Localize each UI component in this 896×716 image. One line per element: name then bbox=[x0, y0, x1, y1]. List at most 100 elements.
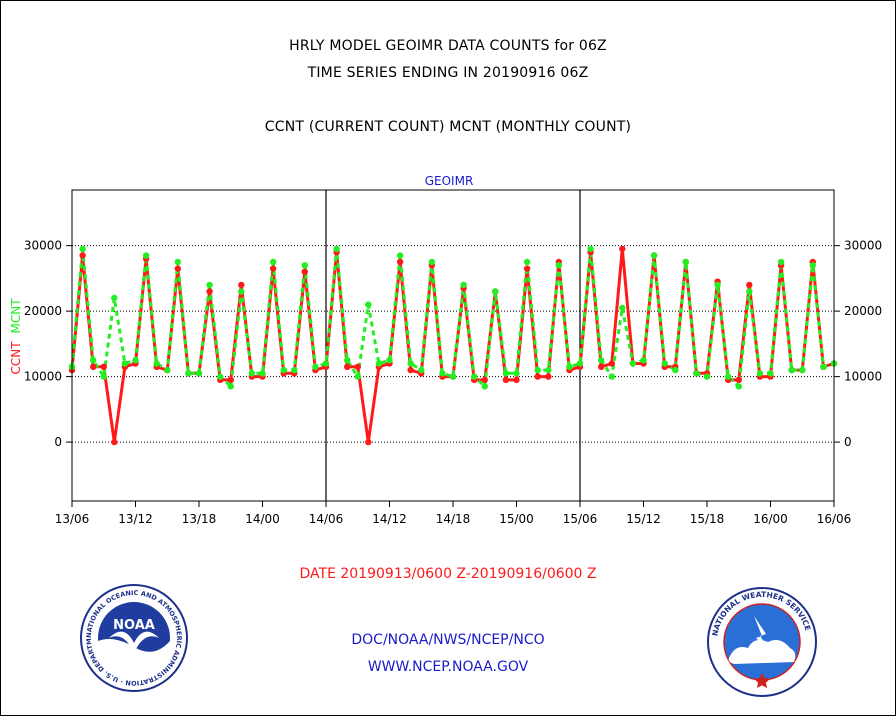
data-point-ccnt bbox=[354, 363, 361, 370]
x-tick-label: 13/06 bbox=[55, 512, 90, 526]
data-point-mcnt bbox=[312, 363, 319, 370]
x-tick-label: 14/00 bbox=[245, 512, 280, 526]
data-point-mcnt bbox=[545, 366, 552, 374]
data-point-ccnt bbox=[735, 376, 742, 384]
data-point-mcnt bbox=[79, 245, 86, 253]
y-tick-label-right: 20000 bbox=[844, 304, 882, 318]
y-tick-label-right: 30000 bbox=[844, 239, 882, 253]
data-point-mcnt bbox=[375, 360, 383, 367]
data-point-mcnt bbox=[576, 360, 584, 367]
data-point-mcnt bbox=[227, 383, 234, 390]
footer-org-path: DOC/NOAA/NWS/NCEP/NCO bbox=[351, 632, 545, 648]
axis-ticks: 0 0 10000 10000 20000 20000 30000 30000 13/06 13/… bbox=[24, 239, 882, 526]
data-point-mcnt bbox=[471, 373, 478, 380]
data-point-mcnt bbox=[513, 370, 520, 377]
data-point-mcnt bbox=[661, 360, 668, 367]
data-point-mcnt bbox=[460, 281, 467, 289]
data-point-mcnt bbox=[725, 373, 732, 380]
data-point-mcnt bbox=[291, 366, 298, 374]
data-point-ccnt bbox=[502, 376, 510, 384]
data-point-mcnt bbox=[650, 252, 658, 259]
ylabel-left: CCNT MCNT bbox=[9, 298, 23, 375]
data-point-mcnt bbox=[703, 373, 711, 380]
data-point-mcnt bbox=[502, 370, 510, 377]
data-point-mcnt bbox=[238, 288, 245, 295]
data-point-ccnt bbox=[206, 288, 213, 295]
x-tick-label: 15/12 bbox=[626, 512, 661, 526]
data-point-mcnt bbox=[407, 360, 414, 367]
data-point-mcnt bbox=[693, 370, 700, 377]
x-tick-label: 14/12 bbox=[372, 512, 407, 526]
data-point-mcnt bbox=[100, 373, 108, 380]
x-tick-label: 13/12 bbox=[118, 512, 153, 526]
data-point-mcnt bbox=[396, 252, 404, 259]
data-point-mcnt bbox=[608, 373, 615, 380]
data-point-ccnt bbox=[238, 281, 245, 289]
data-point-mcnt bbox=[534, 366, 541, 374]
x-tick-label: 15/00 bbox=[499, 512, 534, 526]
data-point-mcnt bbox=[174, 258, 181, 266]
data-point-mcnt bbox=[354, 373, 361, 380]
data-point-mcnt bbox=[322, 360, 330, 367]
data-point-mcnt bbox=[746, 288, 753, 295]
x-tick-label: 15/18 bbox=[690, 512, 725, 526]
data-point-mcnt bbox=[195, 370, 203, 377]
chart-subtitle: CCNT (CURRENT COUNT) MCNT (MONTHLY COUNT… bbox=[264, 119, 632, 135]
data-point-mcnt bbox=[809, 262, 816, 269]
x-tick-label: 14/18 bbox=[436, 512, 471, 526]
data-point-ccnt bbox=[365, 438, 372, 446]
data-point-mcnt bbox=[386, 357, 393, 364]
data-point-ccnt bbox=[481, 376, 488, 384]
data-point-mcnt bbox=[735, 383, 742, 390]
data-point-mcnt bbox=[799, 366, 806, 374]
series-layer bbox=[68, 245, 838, 446]
data-point-mcnt bbox=[142, 252, 150, 259]
y-tick-label-left: 20000 bbox=[24, 304, 62, 318]
y-tick-label-left: 0 bbox=[54, 435, 62, 449]
nws-logo: NATIONAL WEATHER SERVICE bbox=[707, 587, 817, 697]
chart-title-line2: TIME SERIES ENDING IN 20190916 06Z bbox=[307, 65, 589, 81]
data-point-mcnt bbox=[777, 258, 785, 266]
data-point-mcnt bbox=[333, 245, 340, 253]
data-point-mcnt bbox=[492, 288, 499, 295]
data-point-ccnt bbox=[269, 265, 277, 272]
data-point-mcnt bbox=[185, 370, 192, 377]
plot-title: GEOIMR bbox=[425, 174, 474, 188]
ylabel-mcnt: MCNT bbox=[9, 298, 23, 334]
data-point-mcnt bbox=[153, 360, 160, 367]
data-point-ccnt bbox=[545, 373, 552, 380]
x-tick-label: 16/00 bbox=[753, 512, 788, 526]
series-line-ccnt bbox=[70, 247, 835, 444]
data-point-ccnt bbox=[534, 373, 541, 380]
ylabel-ccnt: CCNT bbox=[9, 341, 23, 375]
y-tick-label-left: 30000 bbox=[24, 239, 62, 253]
data-point-mcnt bbox=[449, 373, 457, 380]
data-point-ccnt bbox=[608, 360, 615, 367]
footer-date-range: DATE 20190913/0600 Z-20190916/0600 Z bbox=[299, 566, 597, 582]
noaa-logo-text: NOAA bbox=[113, 618, 155, 633]
data-point-ccnt bbox=[746, 281, 753, 289]
x-tick-label: 15/06 bbox=[563, 512, 598, 526]
data-point-ccnt bbox=[111, 438, 118, 446]
data-point-mcnt bbox=[555, 262, 562, 269]
data-point-mcnt bbox=[682, 258, 689, 266]
x-tick-label: 16/06 bbox=[817, 512, 852, 526]
data-point-mcnt bbox=[121, 360, 129, 367]
data-point-mcnt bbox=[619, 304, 626, 312]
footer-website: WWW.NCEP.NOAA.GOV bbox=[367, 659, 529, 675]
data-point-ccnt bbox=[407, 366, 414, 374]
chart-title-line1: HRLY MODEL GEOIMR DATA COUNTS for 06Z bbox=[289, 38, 607, 54]
data-point-mcnt bbox=[132, 357, 139, 364]
data-point-mcnt bbox=[598, 357, 605, 364]
data-point-ccnt bbox=[79, 252, 86, 259]
data-point-mcnt bbox=[481, 383, 488, 390]
data-point-mcnt bbox=[672, 366, 679, 374]
noaa-logo: NOAA NATIONAL OCEANIC AND ATMOSPHERIC AD… bbox=[79, 583, 188, 692]
data-point-mcnt bbox=[217, 373, 224, 380]
y-tick-label-right: 10000 bbox=[844, 370, 882, 384]
data-point-ccnt bbox=[523, 265, 531, 272]
data-point-ccnt bbox=[396, 258, 404, 266]
data-point-mcnt bbox=[259, 370, 266, 377]
data-point-ccnt bbox=[598, 363, 605, 370]
data-point-mcnt bbox=[428, 258, 435, 266]
